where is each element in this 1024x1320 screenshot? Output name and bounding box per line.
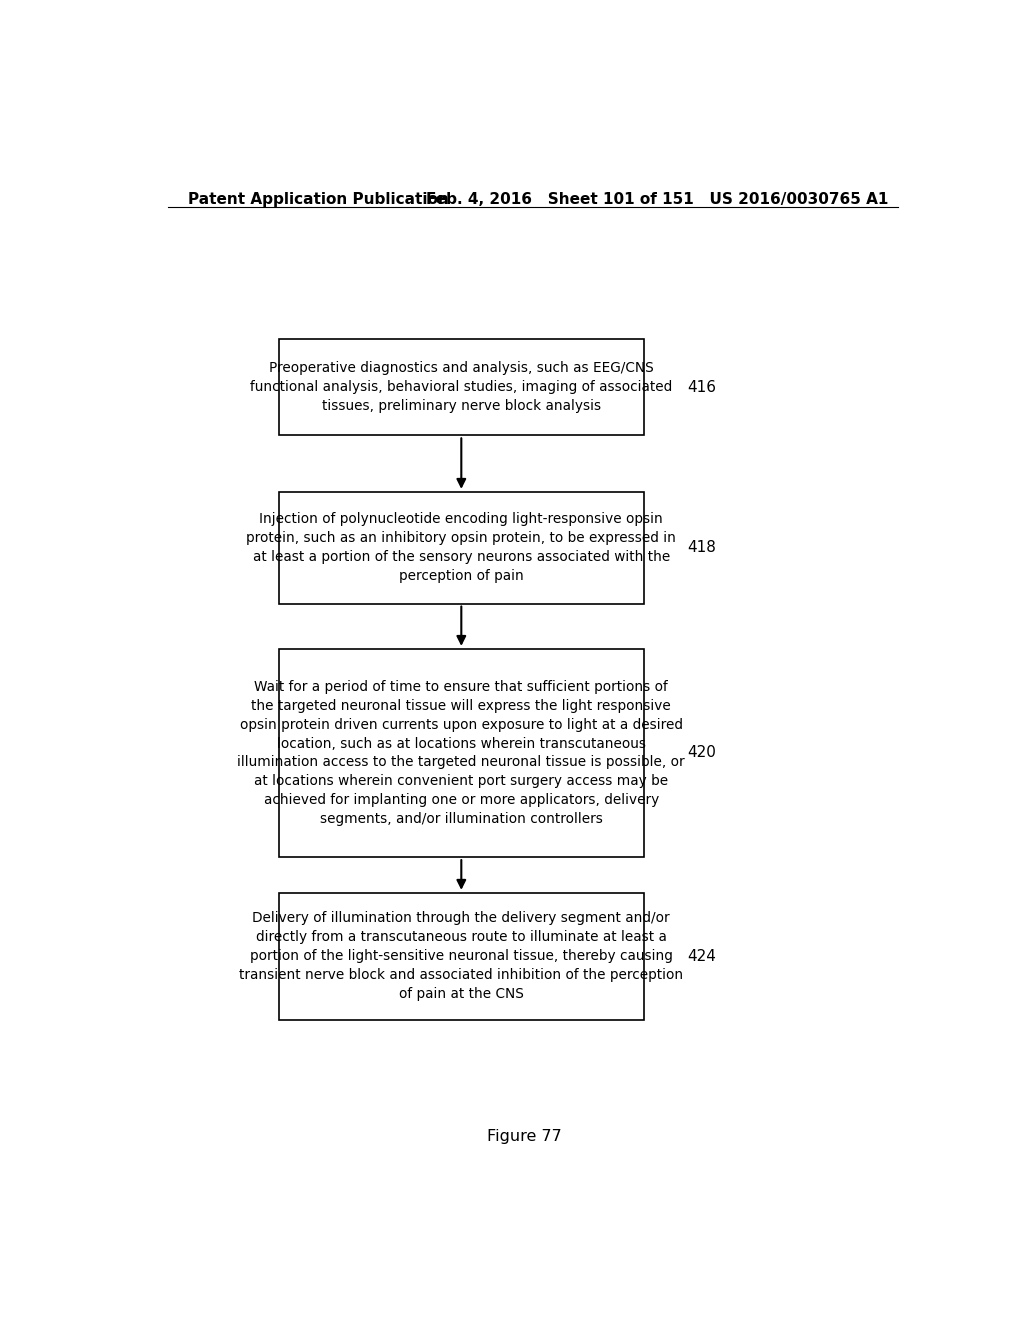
Text: 416: 416 [687,380,717,395]
Text: 420: 420 [687,746,717,760]
Text: Delivery of illumination through the delivery segment and/or
directly from a tra: Delivery of illumination through the del… [240,911,683,1001]
Text: Wait for a period of time to ensure that sufficient portions of
the targeted neu: Wait for a period of time to ensure that… [238,680,685,826]
Text: Preoperative diagnostics and analysis, such as EEG/CNS
functional analysis, beha: Preoperative diagnostics and analysis, s… [250,362,673,413]
Text: Figure 77: Figure 77 [487,1129,562,1144]
Text: 424: 424 [687,949,717,964]
Text: Feb. 4, 2016   Sheet 101 of 151   US 2016/0030765 A1: Feb. 4, 2016 Sheet 101 of 151 US 2016/00… [426,191,888,207]
FancyBboxPatch shape [279,892,644,1020]
FancyBboxPatch shape [279,649,644,857]
Text: Injection of polynucleotide encoding light-responsive opsin
protein, such as an : Injection of polynucleotide encoding lig… [247,512,676,583]
FancyBboxPatch shape [279,492,644,603]
Text: 418: 418 [687,540,717,556]
FancyBboxPatch shape [279,339,644,436]
Text: Patent Application Publication: Patent Application Publication [187,191,449,207]
